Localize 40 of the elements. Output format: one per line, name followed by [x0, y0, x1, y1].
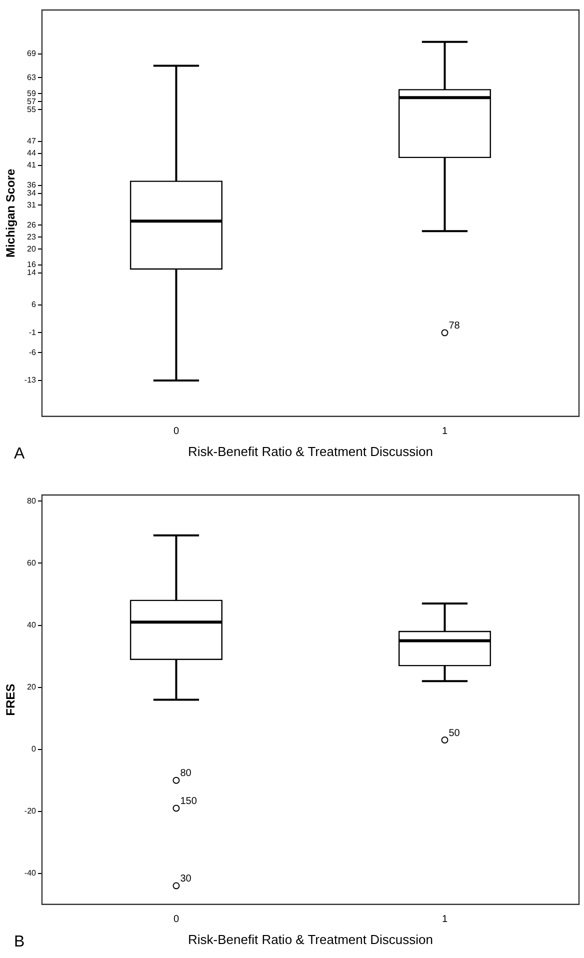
- y-tick-label: 47: [27, 136, 37, 146]
- text: B: [14, 933, 25, 950]
- annotation: 50: [448, 728, 460, 739]
- y-tick-label: 14: [27, 268, 37, 278]
- y-tick-label: 60: [27, 558, 37, 568]
- x-axis-title: Risk-Benefit Ratio & Treatment Discussion: [188, 444, 433, 459]
- annotation: 78: [448, 320, 460, 332]
- annotation: 80: [180, 768, 192, 780]
- y-tick-label: 23: [27, 232, 37, 242]
- y-tick-label: 31: [27, 200, 37, 210]
- y-tick-label: 55: [27, 104, 37, 114]
- x-tick-label: 1: [442, 914, 448, 926]
- y-tick-label: 16: [27, 260, 37, 270]
- y-tick-label: 20: [27, 244, 37, 254]
- x-tick-label: 1: [442, 426, 448, 438]
- y-tick-label: 63: [27, 72, 37, 82]
- y-tick-label: -40: [24, 868, 37, 878]
- y-axis-title: Michigan Score: [4, 168, 18, 258]
- x-axis-title: Risk-Benefit Ratio & Treatment Discussion: [188, 932, 433, 947]
- y-tick-label: 6: [32, 300, 37, 310]
- y-tick-label: 36: [27, 180, 37, 190]
- y-tick-label: 40: [27, 620, 37, 630]
- y-tick-label: 44: [27, 148, 37, 158]
- y-tick-label: 59: [27, 88, 37, 98]
- y-tick-label: -20: [24, 806, 37, 816]
- annotation: 30: [180, 874, 192, 885]
- y-tick-label: 20: [27, 682, 37, 692]
- y-tick-label: 41: [27, 160, 37, 170]
- y-tick-label: 26: [27, 220, 37, 230]
- y-tick-label: 34: [27, 188, 37, 198]
- text: A: [14, 445, 25, 462]
- y-tick-label: -13: [24, 376, 37, 385]
- y-tick-label: 69: [27, 49, 37, 58]
- y-tick-label: 0: [32, 744, 37, 754]
- annotation: 150: [180, 796, 198, 808]
- y-tick-label: 57: [27, 96, 37, 106]
- y-tick-label: -1: [28, 328, 36, 337]
- y-tick-label: 80: [27, 496, 37, 506]
- y-tick-label: -6: [28, 348, 36, 357]
- y-axis-title: FRES: [4, 684, 18, 716]
